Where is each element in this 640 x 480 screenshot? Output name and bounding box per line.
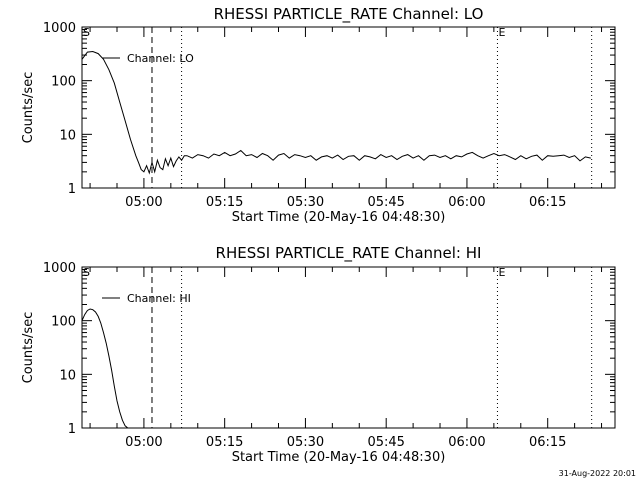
y-axis-label: Counts/sec bbox=[21, 312, 36, 384]
series-line bbox=[81, 50, 591, 175]
x-tick-label: 05:00 bbox=[125, 435, 162, 450]
y-tick-label: 10 bbox=[59, 128, 76, 143]
x-tick-label: 06:00 bbox=[448, 435, 485, 450]
x-axis-label: Start Time (20-May-16 04:48:30) bbox=[232, 210, 446, 225]
time-marker-label: S bbox=[83, 266, 90, 279]
time-marker-label: S bbox=[83, 26, 90, 39]
chart-title: RHESSI PARTICLE_RATE Channel: LO bbox=[214, 5, 484, 24]
y-tick-label: 1 bbox=[68, 422, 76, 437]
legend-label: Channel: HI bbox=[127, 292, 191, 305]
time-marker-label: E bbox=[498, 26, 505, 39]
chart-panel-lo: RHESSI PARTICLE_RATE Channel: LO 1 10 100 10… bbox=[21, 5, 616, 225]
x-tick-label: 05:30 bbox=[287, 195, 324, 210]
series-line bbox=[81, 308, 129, 429]
y-tick-label: 1 bbox=[68, 182, 76, 197]
legend-label: Channel: LO bbox=[127, 52, 194, 65]
x-tick-label: 05:45 bbox=[367, 435, 404, 450]
x-tick-label: 05:30 bbox=[287, 435, 324, 450]
y-tick-label: 100 bbox=[51, 315, 76, 330]
x-tick-label: 05:15 bbox=[206, 195, 243, 210]
time-marker-label: E bbox=[498, 266, 505, 279]
x-tick-label: 05:45 bbox=[367, 195, 404, 210]
x-tick-label: 06:15 bbox=[529, 435, 566, 450]
y-tick-label: 1000 bbox=[43, 21, 76, 36]
timestamp-stamp: 31-Aug-2022 20:01 bbox=[559, 469, 636, 478]
x-tick-label: 05:15 bbox=[206, 435, 243, 450]
y-tick-label: 1000 bbox=[43, 261, 76, 276]
y-tick-label: 100 bbox=[51, 75, 76, 90]
chart-panel-hi: RHESSI PARTICLE_RATE Channel: HI 1 10 100 10… bbox=[21, 244, 616, 465]
y-tick-label: 10 bbox=[59, 368, 76, 383]
x-tick-label: 06:00 bbox=[448, 195, 485, 210]
chart-title: RHESSI PARTICLE_RATE Channel: HI bbox=[216, 244, 482, 263]
x-axis-label: Start Time (20-May-16 04:48:30) bbox=[232, 450, 446, 465]
x-tick-label: 05:00 bbox=[125, 195, 162, 210]
x-tick-label: 06:15 bbox=[529, 195, 566, 210]
y-axis-label: Counts/sec bbox=[21, 72, 36, 144]
